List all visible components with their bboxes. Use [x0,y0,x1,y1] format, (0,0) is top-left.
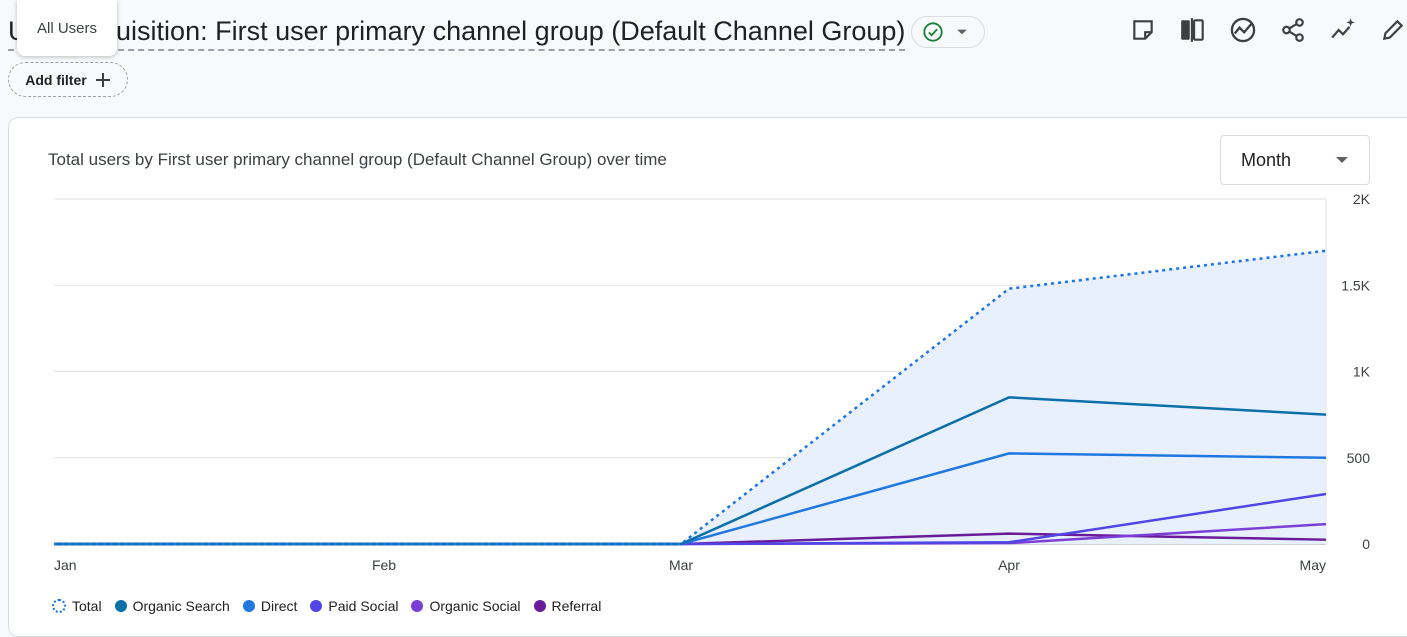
plus-icon [95,72,110,87]
legend-swatch [310,600,323,612]
report-toolbar [1129,14,1407,46]
y-tick-label: 500 [1347,450,1371,466]
legend-item-organic-social[interactable]: Organic Social [411,598,521,614]
y-tick-label: 0 [1362,536,1370,552]
legend-label: Paid Social [328,598,399,614]
legend-item-paid-social[interactable]: Paid Social [310,598,398,614]
line-chart: 0 500 1K 1.5K 2K Jan Feb Mar Apr May [54,191,1371,573]
sparkle-trend-icon[interactable] [1329,14,1357,46]
x-tick-label: Feb [372,557,396,573]
caret-down-icon [1336,157,1348,163]
y-tick-label: 1K [1353,364,1371,380]
granularity-value: Month [1241,149,1292,170]
chart-title: Total users by First user primary channe… [48,150,667,169]
legend-swatch [114,600,127,612]
note-icon[interactable] [1129,14,1157,46]
check-circle-icon [923,22,944,42]
legend-swatch [411,600,424,612]
status-chip[interactable] [911,16,986,48]
legend-label: Referral [551,598,602,614]
legend-label: Direct [260,598,298,614]
add-filter-label: Add filter [25,71,87,88]
legend-item-referral[interactable]: Referral [533,598,602,614]
edit-icon[interactable] [1379,14,1407,46]
series-lines [54,249,1327,546]
page-title[interactable]: User acquisition: First user primary cha… [8,14,906,51]
x-tick-label: Jan [54,557,77,573]
y-axis-ticks: 0 500 1K 1.5K 2K [1341,191,1370,552]
legend-swatch [533,600,546,612]
tooltip-text: All Users [36,19,97,37]
legend-item-total[interactable]: Total [52,598,102,614]
title-row: User acquisition: First user primary cha… [8,10,986,54]
legend-swatch [242,600,255,612]
insights-icon[interactable] [1229,14,1257,46]
x-tick-label: May [1300,557,1326,573]
y-tick-label: 2K [1353,191,1371,207]
legend-label: Total [72,598,102,614]
chart-legend: Total Organic Search Direct Paid Social Orga… [52,598,601,614]
total-area [54,250,1326,544]
legend-item-direct[interactable]: Direct [242,598,298,614]
compare-icon[interactable] [1179,14,1207,46]
y-tick-label: 1.5K [1341,277,1370,293]
share-icon[interactable] [1279,14,1307,46]
series-line-total[interactable] [54,249,1327,546]
legend-item-organic-search[interactable]: Organic Search [114,598,230,614]
x-tick-label: Apr [998,557,1020,573]
granularity-select[interactable]: Month [1220,135,1370,185]
add-filter-button[interactable]: Add filter [8,62,128,97]
legend-label: Organic Social [429,598,521,614]
segment-tooltip-overlay: All Users [17,0,117,56]
caret-down-icon [957,29,968,35]
legend-label: Organic Search [132,598,230,614]
x-axis-ticks: Jan Feb Mar Apr May [54,557,1326,573]
x-tick-label: Mar [669,557,693,573]
legend-swatch [52,599,66,613]
